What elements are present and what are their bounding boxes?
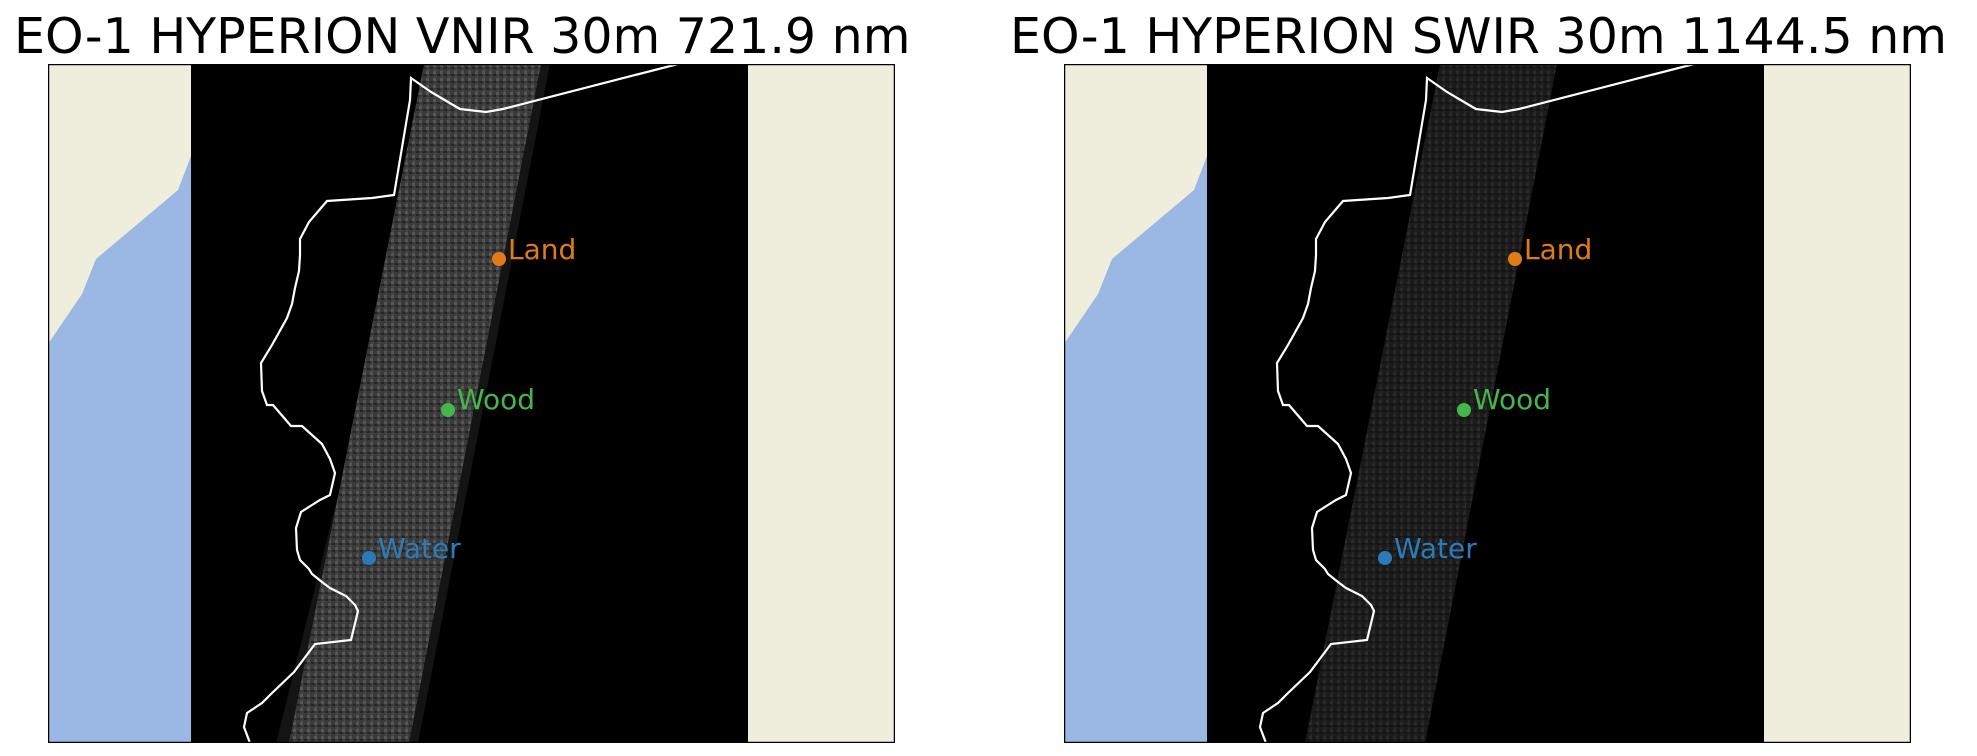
- point-wood-label: Wood: [1473, 383, 1551, 416]
- point-wood-marker: [441, 403, 455, 417]
- point-water: Water: [1378, 532, 1477, 565]
- point-land: Land: [492, 233, 576, 266]
- hyperion-swath: [276, 64, 550, 743]
- coastline: [242, 64, 679, 743]
- point-water-label: Water: [1394, 532, 1477, 565]
- map-svg-swir: Land Wood Water: [1064, 64, 1911, 743]
- point-wood-marker: [1457, 403, 1471, 417]
- point-water-label: Water: [378, 532, 461, 565]
- point-land-label: Land: [508, 233, 576, 266]
- point-wood: Wood: [1457, 383, 1551, 417]
- ocean-area: [48, 156, 191, 743]
- sample-points: Land Wood Water: [1378, 233, 1592, 565]
- point-water-marker: [362, 551, 376, 565]
- sample-points: Land Wood Water: [362, 233, 576, 565]
- coastline: [1258, 64, 1695, 743]
- map-svg-vnir: Land Wood Water: [48, 64, 895, 743]
- point-land: Land: [1508, 233, 1592, 266]
- point-wood: Wood: [441, 383, 535, 417]
- map-frame-border: [1064, 64, 1911, 743]
- swath-imagery: [289, 64, 541, 743]
- point-land-label: Land: [1524, 233, 1592, 266]
- swath-imagery: [1305, 64, 1557, 743]
- point-water-marker: [1378, 551, 1392, 565]
- point-water: Water: [362, 532, 461, 565]
- panel-title-vnir: EO-1 HYPERION VNIR 30m 721.9 nm: [14, 8, 911, 65]
- point-land-marker: [492, 252, 506, 266]
- point-wood-label: Wood: [457, 383, 535, 416]
- point-land-marker: [1508, 252, 1522, 266]
- map-panel-swir: Land Wood Water: [1064, 64, 1911, 743]
- panel-title-swir: EO-1 HYPERION SWIR 30m 1144.5 nm: [1010, 8, 1948, 65]
- map-panel-vnir: Land Wood Water: [48, 64, 895, 743]
- hyperion-swath: [1305, 64, 1557, 743]
- ocean-area: [1064, 156, 1207, 743]
- map-frame-border: [48, 64, 895, 743]
